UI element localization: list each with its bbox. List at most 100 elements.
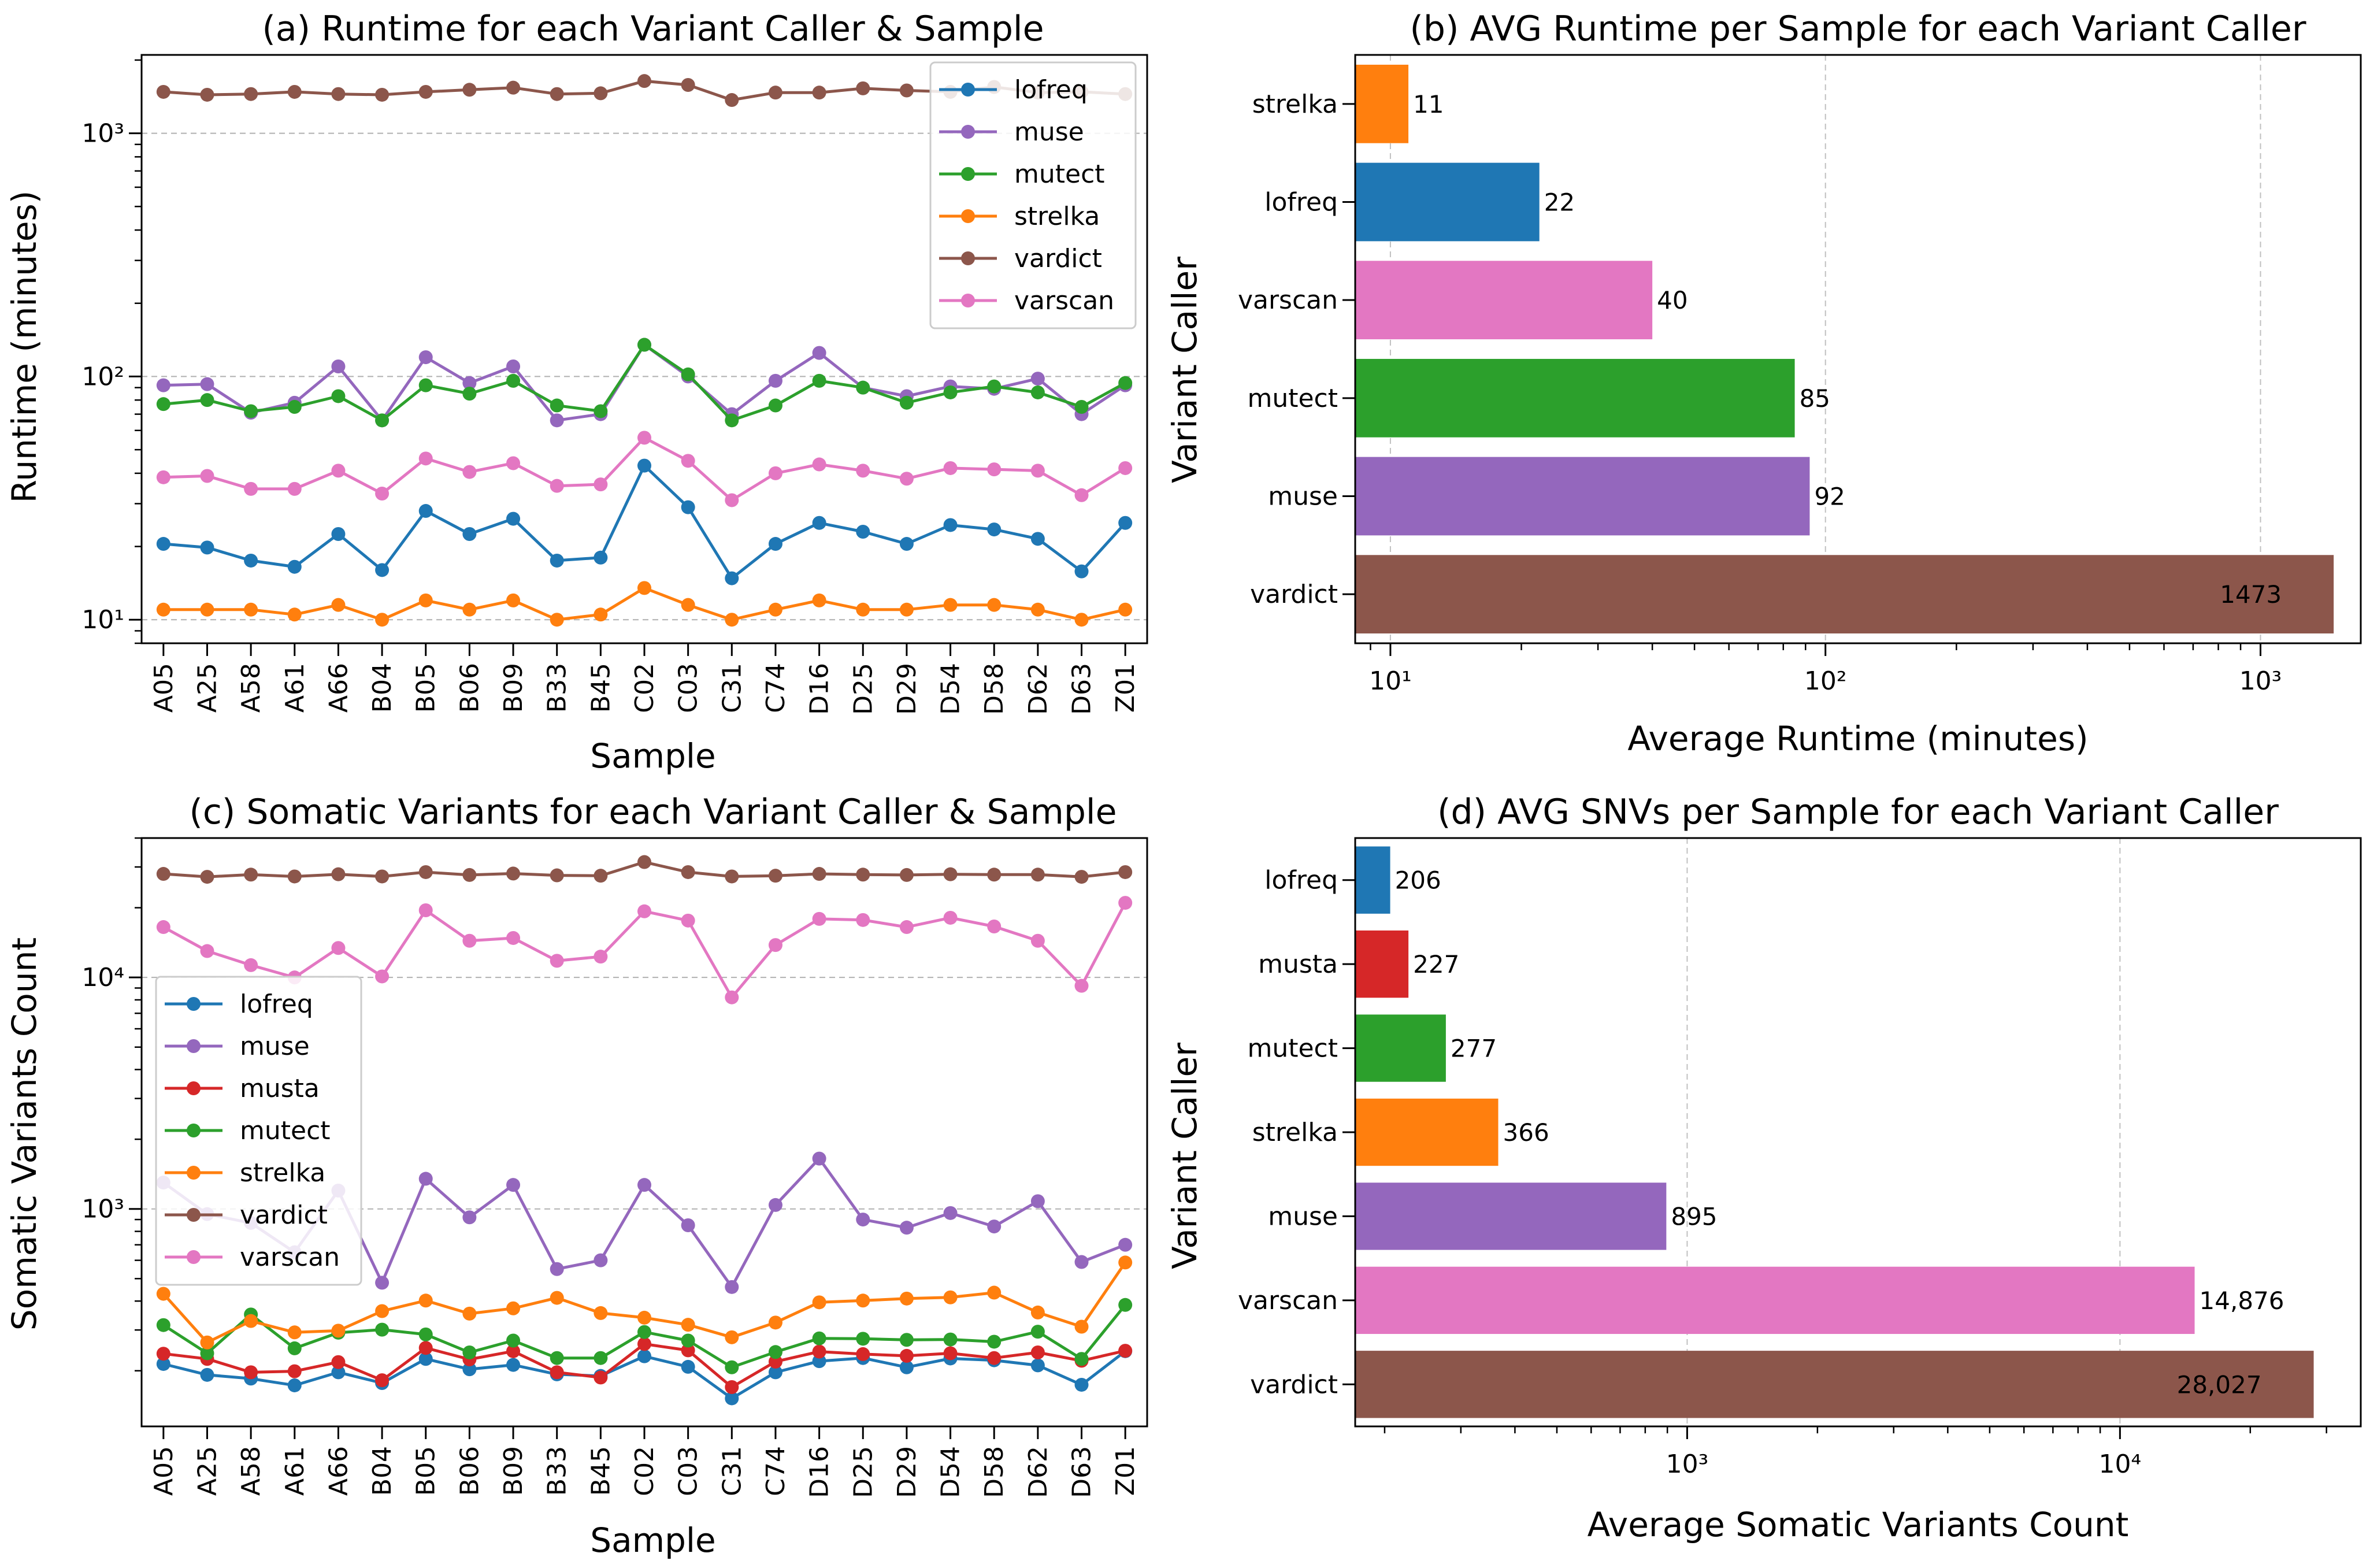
chart-a-title: (a) Runtime for each Variant Caller & Sa…: [262, 9, 1044, 49]
point-musta-Z01: [1118, 1344, 1133, 1358]
point-varscan-D63: [1074, 978, 1089, 993]
y-tick-label: mutect: [1247, 1034, 1338, 1063]
bar-value-varscan: 40: [1657, 286, 1687, 314]
point-mutect-B33: [550, 398, 564, 413]
point-strelka-A05: [156, 1287, 170, 1301]
point-muse-B45: [594, 1253, 608, 1267]
point-strelka-D63: [1074, 1319, 1089, 1334]
legend-marker-musta: [187, 1081, 201, 1095]
x-tick-label: C74: [761, 663, 791, 713]
point-varscan-C74: [768, 938, 782, 952]
point-vardict-B33: [550, 87, 564, 101]
point-muse-A25: [200, 377, 214, 391]
point-varscan-A25: [200, 469, 214, 483]
y-tick-label: vardict: [1250, 580, 1338, 609]
bar-value-muse: 895: [1671, 1202, 1717, 1230]
point-vardict-A61: [287, 84, 302, 99]
bar-value-strelka: 366: [1503, 1118, 1549, 1147]
point-vardict-D63: [1074, 870, 1089, 884]
point-varscan-A66: [331, 464, 346, 478]
point-strelka-A66: [331, 1324, 346, 1338]
point-vardict-B04: [375, 869, 390, 884]
point-varscan-B04: [375, 969, 390, 984]
y-tick-label: vardict: [1250, 1370, 1338, 1399]
x-tick-label: 10³: [1666, 1450, 1709, 1479]
point-mutect-C74: [768, 1345, 782, 1359]
point-strelka-C03: [681, 598, 695, 612]
y-tick-label: strelka: [1252, 90, 1338, 119]
point-varscan-C02: [637, 431, 651, 445]
point-varscan-A58: [244, 958, 258, 972]
point-varscan-D16: [812, 457, 826, 472]
point-muse-C02: [637, 1178, 651, 1192]
point-strelka-B06: [462, 602, 477, 617]
point-mutect-D54: [943, 385, 958, 399]
point-strelka-C02: [637, 1310, 651, 1325]
point-varscan-D25: [856, 913, 870, 927]
x-tick-label: A58: [236, 663, 266, 713]
point-strelka-B33: [550, 613, 564, 627]
point-mutect-D63: [1074, 1352, 1089, 1366]
x-tick-label: 10²: [1804, 666, 1847, 696]
legend-marker-mutect: [187, 1124, 201, 1137]
point-strelka-B33: [550, 1291, 564, 1305]
legend: lofreq muse mutect strelka vardict varscan: [929, 61, 1137, 329]
chart-c-title: (c) Somatic Variants for each Variant Ca…: [190, 792, 1117, 832]
point-mutect-B33: [550, 1351, 564, 1365]
point-lofreq-B06: [462, 527, 477, 542]
point-vardict-C74: [768, 86, 782, 100]
point-mutect-D62: [1030, 1325, 1045, 1339]
point-vardict-B33: [550, 868, 564, 883]
point-varscan-B04: [375, 487, 390, 501]
point-varscan-A05: [156, 470, 170, 484]
point-lofreq-D62: [1030, 532, 1045, 546]
legend-label-lofreq: lofreq: [240, 989, 313, 1019]
chart-a-ylabel: Runtime (minutes): [5, 191, 44, 503]
point-strelka-A66: [331, 598, 346, 612]
point-strelka-D58: [987, 598, 1002, 612]
point-lofreq-B33: [550, 553, 564, 568]
point-strelka-Z01: [1118, 602, 1133, 617]
point-lofreq-A05: [156, 1356, 170, 1371]
point-muse-D25: [856, 1213, 870, 1227]
point-vardict-A05: [156, 867, 170, 881]
point-mutect-D25: [856, 380, 870, 395]
point-strelka-D54: [943, 1290, 958, 1304]
point-lofreq-A61: [287, 1378, 302, 1392]
point-mutect-B04: [375, 413, 390, 428]
chart-b-title: (b) AVG Runtime per Sample for each Vari…: [1410, 9, 2306, 49]
point-lofreq-D54: [943, 518, 958, 532]
point-varscan-B09: [506, 456, 521, 470]
chart-a-xlabel: Sample: [590, 736, 715, 776]
point-strelka-B05: [418, 1293, 433, 1308]
point-mutect-C31: [725, 413, 739, 428]
bar-value-mutect: 85: [1800, 384, 1830, 413]
x-tick-label: B45: [586, 663, 615, 713]
point-mutect-A61: [287, 399, 302, 414]
point-varscan-Z01: [1118, 896, 1133, 910]
point-lofreq-C03: [681, 1359, 695, 1374]
point-varscan-B45: [594, 950, 608, 964]
point-mutect-C03: [681, 367, 695, 381]
point-musta-A61: [287, 1364, 302, 1378]
x-tick-label: B06: [455, 1446, 484, 1496]
point-strelka-D16: [812, 593, 826, 607]
x-tick-label: C03: [674, 1446, 703, 1496]
legend-label-muse: muse: [240, 1032, 310, 1061]
bar-value-lofreq: 22: [1544, 188, 1575, 217]
point-lofreq-D16: [812, 1354, 826, 1369]
point-lofreq-A66: [331, 527, 346, 542]
point-muse-D16: [812, 1151, 826, 1166]
x-tick-label: A25: [192, 663, 222, 713]
point-mutect-B04: [375, 1322, 390, 1337]
point-strelka-D29: [899, 1291, 914, 1306]
point-lofreq-D29: [899, 537, 914, 551]
x-tick-label: D29: [892, 663, 922, 715]
point-vardict-B09: [506, 80, 521, 95]
bar-lofreq: [1355, 846, 1390, 914]
point-muse-D62: [1030, 1194, 1045, 1209]
legend-marker-strelka: [187, 1166, 201, 1180]
y-tick-label: 10²: [81, 362, 124, 391]
x-tick-label: 10⁴: [2099, 1450, 2142, 1479]
point-vardict-B06: [462, 868, 477, 882]
